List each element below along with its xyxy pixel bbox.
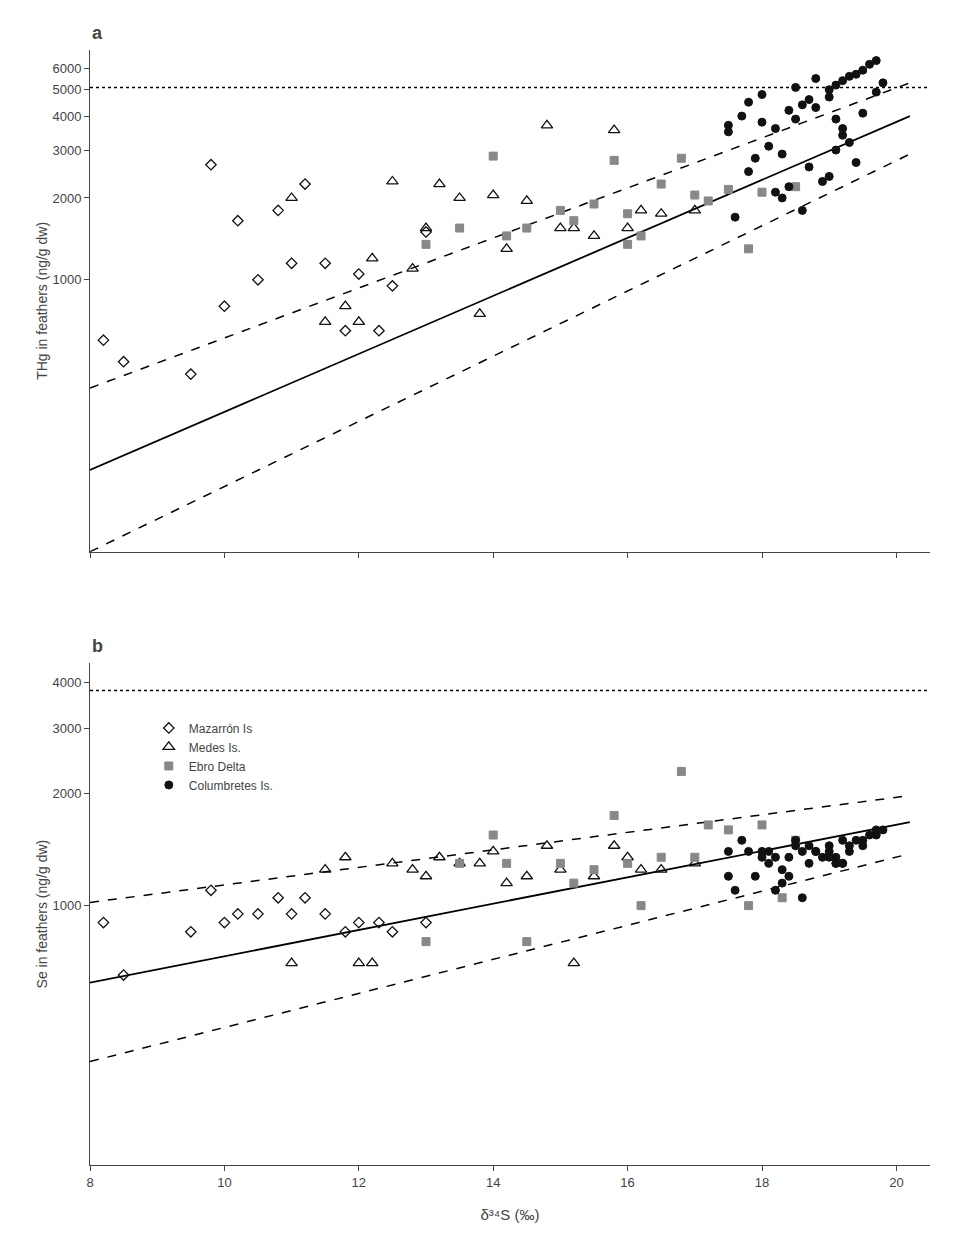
svg-text:Columbretes Is.: Columbretes Is. — [189, 779, 273, 793]
svg-text:3000: 3000 — [52, 143, 81, 158]
svg-text:4000: 4000 — [52, 109, 81, 124]
svg-text:THg in feathers (ng/g dw): THg in feathers (ng/g dw) — [34, 222, 50, 380]
svg-text:Se in feathers (ng/g dw): Se in feathers (ng/g dw) — [34, 840, 50, 989]
svg-text:2000: 2000 — [52, 191, 81, 206]
svg-text:3000: 3000 — [52, 721, 81, 736]
svg-text:a: a — [92, 23, 103, 43]
svg-text:4000: 4000 — [52, 675, 81, 690]
svg-text:b: b — [92, 636, 103, 656]
svg-text:1000: 1000 — [52, 898, 81, 913]
svg-text:12: 12 — [352, 1175, 366, 1190]
svg-text:2000: 2000 — [52, 786, 81, 801]
svg-text:1000: 1000 — [52, 272, 81, 287]
svg-text:Medes Is.: Medes Is. — [189, 741, 241, 755]
svg-text:8: 8 — [86, 1175, 93, 1190]
svg-text:5000: 5000 — [52, 82, 81, 97]
svg-text:14: 14 — [486, 1175, 500, 1190]
svg-text:Mazarrón Is: Mazarrón Is — [189, 722, 252, 736]
svg-text:20: 20 — [889, 1175, 903, 1190]
svg-text:δ³⁴S (‰): δ³⁴S (‰) — [481, 1206, 540, 1223]
svg-text:Ebro Delta: Ebro Delta — [189, 760, 246, 774]
svg-text:10: 10 — [217, 1175, 231, 1190]
svg-text:6000: 6000 — [52, 61, 81, 76]
svg-text:18: 18 — [755, 1175, 769, 1190]
svg-text:16: 16 — [620, 1175, 634, 1190]
